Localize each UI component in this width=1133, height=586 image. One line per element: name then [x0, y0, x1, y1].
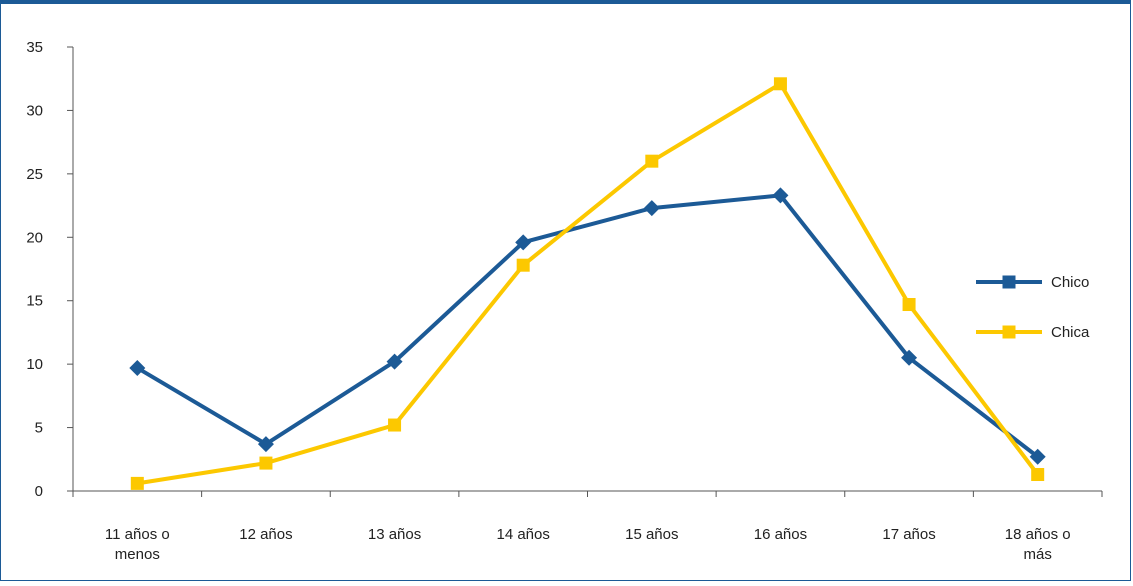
- data-point: [129, 359, 146, 376]
- y-tick-label: 10: [26, 356, 43, 373]
- line-chart: 0 5 10 15 20 25 30 35 11 años o menos 12 años 13 añ…: [26, 39, 1103, 563]
- x-tick-label: 14 años: [496, 526, 549, 543]
- legend-label: Chico: [1051, 274, 1089, 291]
- series-line: [136, 193, 1039, 459]
- data-point: [516, 258, 530, 272]
- data-point: [257, 436, 274, 453]
- data-point: [130, 476, 144, 490]
- data-point: [1029, 448, 1046, 465]
- data-point: [773, 77, 787, 91]
- y-tick-label: 25: [26, 166, 43, 183]
- legend-label: Chica: [1051, 324, 1090, 341]
- y-tick-label: 30: [26, 102, 43, 119]
- legend: Chico Chica: [976, 274, 1090, 341]
- x-tick-label: 15 años: [625, 526, 678, 543]
- data-point: [772, 187, 789, 204]
- x-tick-label: 17 años: [882, 526, 935, 543]
- y-tick-label: 35: [26, 39, 43, 56]
- x-tick-label: 12 años: [239, 526, 292, 543]
- legend-swatch-marker: [1002, 275, 1016, 289]
- legend-swatch-marker: [1002, 325, 1016, 339]
- axes: 0 5 10 15 20 25 30 35 11 años o menos 12 años 13 añ…: [26, 39, 1103, 563]
- series-chica: [130, 77, 1045, 490]
- y-tick-label: 5: [35, 420, 43, 437]
- y-tick-label: 20: [26, 229, 43, 246]
- data-point: [386, 353, 403, 370]
- x-tick-label: 16 años: [754, 526, 807, 543]
- series-chico: [129, 187, 1046, 465]
- x-tick-label: 18 años o más: [1005, 526, 1071, 563]
- y-tick-label: 0: [35, 483, 43, 500]
- series-line: [137, 81, 1040, 486]
- data-point: [902, 298, 916, 312]
- data-point: [643, 200, 660, 217]
- series-layer: [129, 77, 1046, 490]
- legend-item-chica: Chica: [976, 324, 1090, 341]
- data-point: [901, 349, 918, 366]
- x-tick-label: 11 años o menos: [105, 526, 170, 563]
- legend-item-chico: Chico: [976, 274, 1089, 291]
- data-point: [515, 234, 532, 251]
- data-point: [645, 154, 659, 168]
- y-tick-label: 15: [26, 293, 43, 310]
- data-point: [1031, 468, 1045, 482]
- data-point: [259, 456, 273, 470]
- data-point: [388, 418, 402, 432]
- x-tick-label: 13 años: [368, 526, 421, 543]
